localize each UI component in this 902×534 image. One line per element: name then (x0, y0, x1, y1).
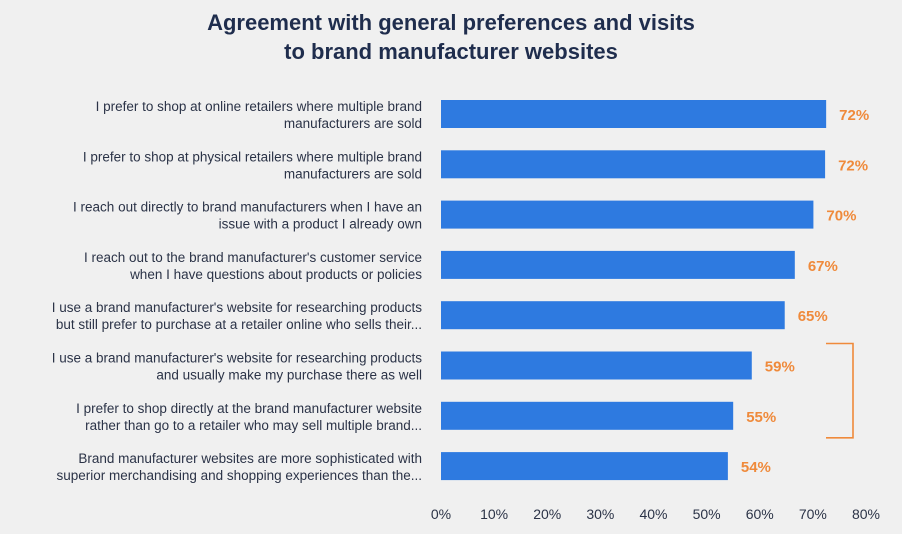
x-tick-label: 0% (431, 506, 451, 522)
bar (441, 301, 785, 330)
bar (441, 150, 826, 179)
x-tick-label: 80% (852, 506, 880, 522)
x-tick-label: 30% (586, 506, 614, 522)
x-tick-label: 40% (639, 506, 667, 522)
x-tick-label: 60% (746, 506, 774, 522)
category-label-line: manufacturers are sold (284, 166, 422, 181)
category-label-line: I prefer to shop directly at the brand m… (76, 401, 422, 416)
category-label-line: but still prefer to purchase at a retail… (56, 317, 422, 332)
category-label-line: I use a brand manufacturer's website for… (52, 300, 423, 315)
x-tick-label: 10% (480, 506, 508, 522)
category-label-line: Brand manufacturer websites are more sop… (78, 451, 422, 466)
category-label: I prefer to shop at physical retailers w… (83, 149, 422, 181)
value-label: 67% (808, 258, 838, 275)
value-label: 72% (839, 107, 869, 124)
category-label-line: when I have questions about products or … (129, 267, 422, 282)
chart-title-line-2: to brand manufacturer websites (284, 39, 618, 64)
bar (441, 351, 752, 380)
category-label: I use a brand manufacturer's website for… (52, 300, 423, 332)
bar (441, 100, 827, 128)
category-label-line: I prefer to shop at online retailers whe… (96, 99, 422, 114)
category-label: Brand manufacturer websites are more sop… (57, 451, 422, 483)
category-label: I reach out to the brand manufacturer's … (84, 250, 422, 282)
x-tick-label: 50% (693, 506, 721, 522)
category-label: I prefer to shop directly at the brand m… (76, 401, 422, 433)
category-label-line: I reach out directly to brand manufactur… (73, 200, 422, 215)
category-label-line: I prefer to shop at physical retailers w… (83, 149, 422, 164)
chart-title-line-1: Agreement with general preferences and v… (207, 10, 695, 35)
category-label-line: manufacturers are sold (284, 116, 422, 131)
value-label: 72% (838, 157, 868, 174)
category-label-line: rather than go to a retailer who may sel… (85, 418, 422, 433)
bar (441, 250, 795, 279)
bar (441, 200, 814, 229)
value-label: 54% (741, 459, 771, 476)
category-label: I prefer to shop at online retailers whe… (96, 99, 422, 131)
chart-title: Agreement with general preferences and v… (0, 8, 902, 66)
value-label: 70% (826, 208, 856, 225)
value-label: 59% (765, 359, 795, 376)
value-label: 55% (746, 409, 776, 426)
highlight-bracket (826, 342, 854, 439)
category-label: I use a brand manufacturer's website for… (52, 351, 423, 383)
value-label: 65% (798, 308, 828, 325)
category-label-line: and usually make my purchase there as we… (156, 368, 422, 383)
bar (441, 452, 728, 481)
bar (441, 401, 734, 430)
category-label-line: I reach out to the brand manufacturer's … (84, 250, 422, 265)
category-label-line: I use a brand manufacturer's website for… (52, 351, 423, 366)
category-label-line: superior merchandising and shopping expe… (57, 468, 422, 483)
category-label: I reach out directly to brand manufactur… (73, 200, 422, 232)
category-label-line: issue with a product I already own (219, 217, 422, 232)
x-tick-label: 20% (533, 506, 561, 522)
x-tick-label: 70% (799, 506, 827, 522)
